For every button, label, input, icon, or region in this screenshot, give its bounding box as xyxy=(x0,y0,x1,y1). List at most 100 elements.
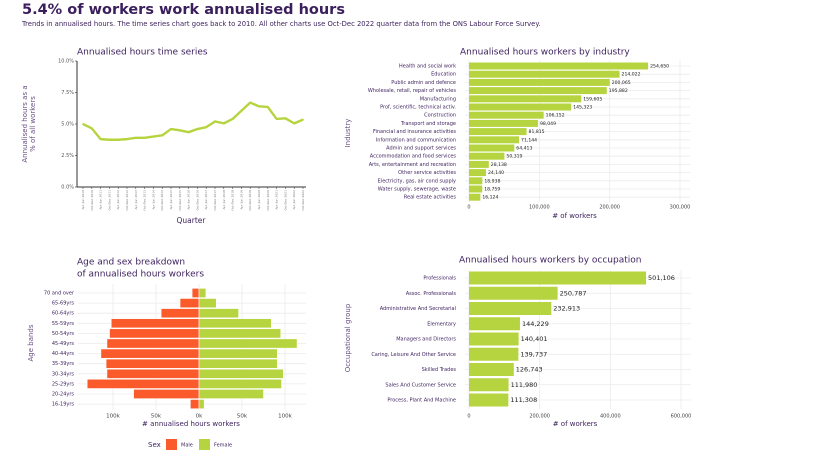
x-tick-label: Apr-Jun 2022 xyxy=(292,190,296,210)
data-point xyxy=(108,138,111,141)
y-tick-label: 2.5% xyxy=(61,153,74,159)
category-label: Public admin and defence xyxy=(391,80,456,86)
bar xyxy=(469,160,489,168)
category-label: Real estate activities xyxy=(404,195,457,201)
x-axis-label: Quarter xyxy=(177,216,207,225)
x-axis-label: # annualised hours workers xyxy=(142,420,240,428)
x-tick-label: 100k xyxy=(278,414,292,420)
data-point xyxy=(82,123,84,125)
x-tick-label: 100,000 xyxy=(529,205,550,211)
bar xyxy=(469,87,607,95)
data-label: 18,759 xyxy=(484,187,500,193)
bar-female xyxy=(198,368,284,379)
x-tick-label: Apr-Jun 2017 xyxy=(204,190,208,210)
age-band-label: 20-24yrs xyxy=(52,392,75,398)
x-tick-label: Apr-Jun 2013 xyxy=(134,190,138,210)
legend-label-female: Female xyxy=(214,443,232,449)
bar xyxy=(469,111,544,119)
x-tick-label: 50k xyxy=(151,414,162,420)
page-title: 5.4% of workers work annualised hours xyxy=(22,2,345,18)
x-tick-label: Oct-Dec 2014 xyxy=(160,190,164,211)
bar-female xyxy=(198,338,298,349)
data-label: 139,737 xyxy=(520,350,547,358)
data-label: 126,743 xyxy=(516,366,543,374)
category-label: Financial and insurance activities xyxy=(373,129,456,135)
y-axis-label: Annualised hours as a xyxy=(21,85,29,162)
x-tick-label: 200,000 xyxy=(529,414,550,420)
legend-swatch-female xyxy=(199,439,210,450)
x-tick-label: 600,000 xyxy=(671,414,692,420)
y-axis-label: Industry xyxy=(344,119,352,148)
x-tick-label: 200,000 xyxy=(599,205,620,211)
x-tick-label: Apr-Jun 2020 xyxy=(257,190,261,210)
x-axis-label: # of workers xyxy=(553,420,598,428)
data-label: 18,938 xyxy=(484,178,500,184)
bar xyxy=(469,144,515,152)
chart-title: Age and sex breakdown xyxy=(77,258,185,268)
category-label: Accommodation and food services xyxy=(370,154,457,160)
x-tick-label: 0 xyxy=(467,414,470,420)
legend: Sex Male Female xyxy=(148,439,232,450)
data-point xyxy=(223,122,225,125)
category-label: Electricity, gas, air cond supply xyxy=(378,178,456,184)
category-label: Information and communication xyxy=(376,137,456,143)
category-label: Education xyxy=(431,72,456,78)
y-axis-label: Occupational group xyxy=(344,303,352,372)
bar xyxy=(469,119,538,127)
data-label: 16,124 xyxy=(482,195,498,201)
age-band-label: 35-39yrs xyxy=(52,361,75,367)
category-label: Manufacturing xyxy=(420,96,456,102)
data-point xyxy=(205,126,207,128)
legend-label-male: Male xyxy=(181,443,193,449)
x-tick-label: Oct-Dec 2022 xyxy=(301,190,305,211)
chart-title: of annualised hours workers xyxy=(77,270,204,280)
data-point xyxy=(161,134,163,137)
bar-female xyxy=(198,318,272,329)
industry-chart: Annualised hours workers by industry 0 100… xyxy=(344,48,690,221)
bar xyxy=(469,152,505,160)
category-label: Sales And Customer Service xyxy=(385,382,456,388)
bar xyxy=(469,317,520,331)
data-label: 28,138 xyxy=(491,162,507,168)
bar xyxy=(469,393,509,407)
x-tick-label: Oct-Dec 2018 xyxy=(231,190,235,211)
data-point xyxy=(214,120,216,123)
x-tick-label: 0 xyxy=(467,205,470,211)
bar-female xyxy=(198,298,217,308)
category-label: Administrative And Secretarial xyxy=(380,306,456,312)
data-label: 71,144 xyxy=(521,137,537,143)
bar xyxy=(469,95,582,103)
age-band-label: 50-54yrs xyxy=(52,331,75,337)
data-label: 50,319 xyxy=(506,154,522,160)
x-tick-label: Oct-Dec 2013 xyxy=(143,190,147,211)
category-label: Water supply, sewerage, waste xyxy=(378,187,456,193)
y-tick-label: 10.0% xyxy=(58,59,74,65)
bar xyxy=(469,136,520,144)
data-label: 144,229 xyxy=(522,320,549,328)
bar-female xyxy=(198,358,278,369)
x-tick-label: Oct-Dec 2016 xyxy=(195,190,199,211)
x-tick-label: Oct-Dec 2015 xyxy=(178,190,182,211)
x-tick-label: Oct-Dec 2011 xyxy=(107,190,111,211)
bar xyxy=(469,169,486,177)
x-tick-label: Apr-Jun 2010 xyxy=(81,190,85,210)
bar xyxy=(469,302,552,315)
x-tick-label: 400,000 xyxy=(600,414,621,420)
x-tick-label: Oct-Dec 2021 xyxy=(283,190,287,211)
data-point xyxy=(302,118,304,121)
page-subtitle: Trends in annualised hours. The time ser… xyxy=(22,20,541,28)
data-label: 145,323 xyxy=(573,105,592,111)
x-tick-label: Apr-Jun 2016 xyxy=(187,190,191,210)
category-label: Elementary xyxy=(427,321,456,327)
occupation-chart: Annualised hours workers by occupation 0 2… xyxy=(344,256,691,429)
category-label: Construction xyxy=(424,113,456,119)
bar xyxy=(469,286,558,300)
bar-male xyxy=(191,288,200,298)
category-label: Arts, entertainment and recreation xyxy=(369,162,456,168)
data-label: 64,413 xyxy=(516,146,532,152)
category-label: Assoc. Professionals xyxy=(406,291,457,297)
data-label: 159,605 xyxy=(583,96,602,102)
x-tick-label: 100k xyxy=(106,414,120,420)
bar-male xyxy=(190,399,200,409)
